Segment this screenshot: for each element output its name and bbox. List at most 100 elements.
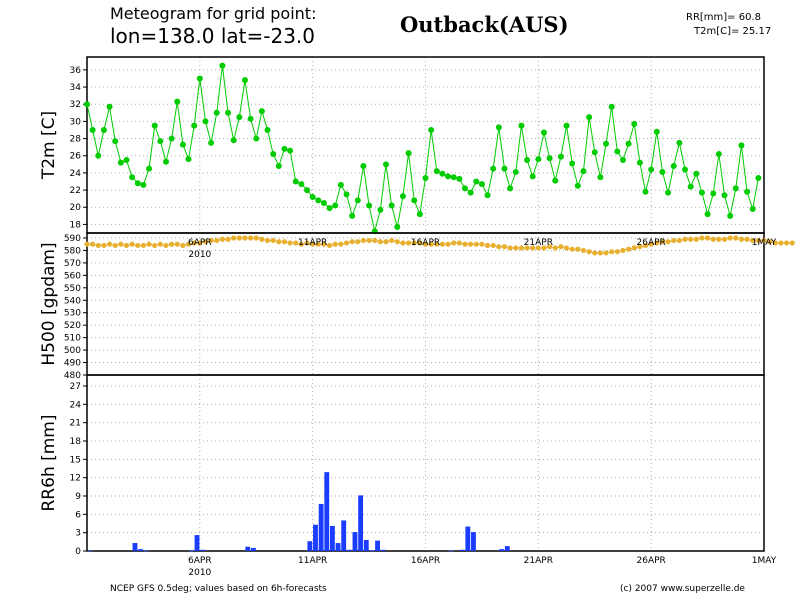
t2m-point (433, 168, 440, 175)
rr6h-bar (341, 520, 347, 551)
t2m-point (377, 206, 384, 213)
t2m-point (597, 174, 604, 181)
h500-point (214, 237, 220, 244)
h500-point (789, 240, 795, 246)
t2m-point (732, 185, 739, 192)
panel-frame (86, 374, 765, 552)
h500-point (479, 241, 485, 247)
x-tick-label: 11APR (298, 238, 327, 248)
h500-point (293, 240, 299, 246)
h500-point (473, 241, 479, 247)
h500-point (468, 241, 474, 247)
h500-point (710, 236, 716, 242)
y-tick-label: 34 (70, 83, 82, 93)
h500-point (411, 240, 417, 246)
t2m-point (230, 137, 237, 144)
t2m-point (140, 181, 147, 188)
h500-point (456, 240, 462, 246)
t2m-point (360, 163, 367, 170)
h500-point (637, 244, 643, 250)
y-tick-label: 30 (70, 117, 82, 127)
h500-point (264, 237, 271, 244)
h500-point (231, 235, 237, 241)
h500-point (236, 235, 242, 241)
t2m-point (507, 185, 514, 192)
h500-point (321, 241, 327, 247)
t2m-point (366, 202, 373, 209)
h500-point (389, 237, 395, 244)
t2m-stat: T2m[C]= 25.17 (694, 26, 772, 37)
t2m-point (332, 202, 339, 209)
t2m-point (320, 199, 327, 206)
h500-point (140, 242, 147, 249)
h500-point (208, 237, 214, 244)
y-tick-label: 21 (70, 419, 81, 429)
rr6h-bar (200, 549, 206, 551)
title-line1: Meteogram for grid point: (110, 4, 317, 23)
t2m-point (185, 156, 192, 163)
x-tick-label: 26APR (637, 238, 666, 248)
t2m-point (287, 147, 294, 154)
t2m-point (591, 149, 598, 156)
rr6h-bar (358, 495, 364, 551)
y-tick-label: 3 (75, 529, 81, 539)
t2m-point (146, 165, 153, 172)
t2m-point (270, 151, 277, 158)
rr6h-bar (499, 549, 505, 551)
h500-point (417, 240, 423, 246)
y-tick-label: 36 (70, 66, 82, 76)
h500-point (135, 242, 141, 249)
h500-point (118, 241, 124, 247)
t2m-point (456, 175, 463, 182)
h500-point (733, 235, 739, 241)
h500-point (197, 240, 203, 246)
h500-point (462, 241, 468, 247)
t2m-point (416, 211, 423, 218)
y-tick-label: 0 (75, 547, 81, 557)
h500-point (242, 235, 248, 241)
h500-point (755, 237, 761, 244)
h500-point (180, 242, 186, 249)
y-tick-label: 490 (64, 359, 81, 369)
h500-point (614, 249, 620, 255)
t2m-point (304, 187, 311, 194)
t2m-point (495, 124, 502, 131)
t2m-point (755, 175, 762, 182)
rr6h-bar (352, 532, 358, 551)
rr6h-bar (465, 526, 471, 551)
t2m-point (106, 103, 113, 110)
y-axis-label: H500 [gpdam] (39, 242, 59, 365)
rr6h-bar (471, 532, 476, 551)
t2m-point (704, 211, 711, 218)
h500-point (575, 246, 581, 252)
t2m-point (557, 153, 564, 160)
h500-point (676, 237, 682, 244)
t2m-point (512, 169, 519, 176)
y-tick-label: 18 (70, 437, 82, 447)
y-tick-label: 26 (70, 152, 82, 162)
h500-point (394, 239, 400, 245)
t2m-point (95, 152, 102, 159)
y-tick-label: 15 (70, 455, 81, 465)
h500-point (688, 236, 694, 242)
x-tick-label: 11APR (298, 556, 327, 566)
t2m-point (749, 205, 756, 212)
rr6h-bar (369, 550, 375, 552)
y-tick-label: 530 (64, 309, 81, 319)
rr6h-bar (188, 550, 194, 552)
h500-point (157, 241, 163, 247)
t2m-point (484, 192, 491, 199)
y-tick-label: 560 (64, 271, 81, 281)
t2m-point (394, 223, 401, 230)
t2m-point (636, 159, 643, 166)
t2m-point (281, 145, 288, 152)
t2m-point (698, 189, 705, 196)
h500-point (84, 241, 90, 247)
h500-point (609, 249, 615, 255)
h500-point (343, 240, 350, 246)
t2m-point (445, 173, 452, 180)
h500-point (524, 245, 530, 251)
h500-point (671, 237, 677, 244)
t2m-point (179, 141, 186, 148)
t2m-point (236, 114, 243, 121)
